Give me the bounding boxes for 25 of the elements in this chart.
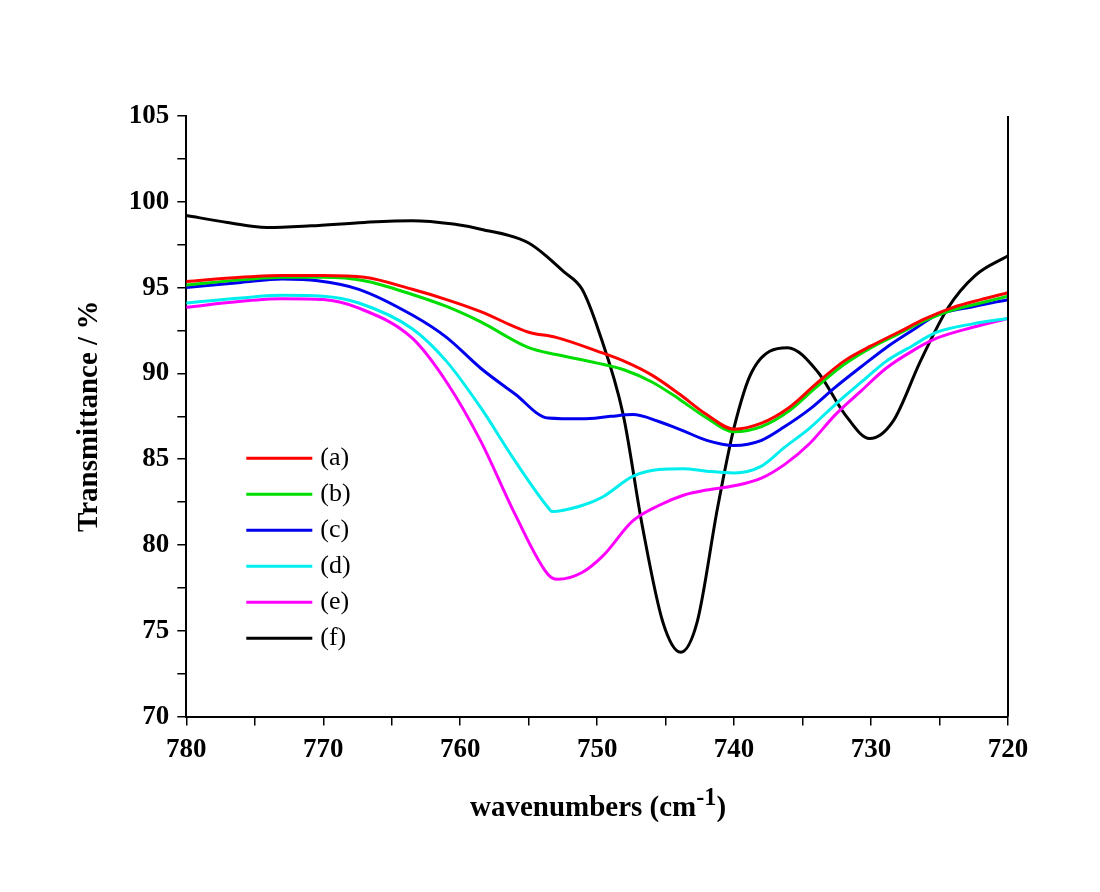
y-axis-title: Transmittance / % (70, 300, 103, 533)
x-tick-label: 740 (713, 732, 755, 763)
legend-label: (b) (320, 478, 351, 508)
y-tick-label: 90 (142, 356, 170, 387)
y-tick-label: 80 (142, 527, 170, 558)
x-tick-label: 750 (576, 732, 618, 763)
y-tick-label: 95 (142, 270, 170, 301)
x-tick-label: 770 (303, 732, 344, 763)
legend-label: (f) (320, 622, 347, 652)
x-tick-label: 760 (439, 732, 481, 763)
legend-label: (a) (320, 442, 350, 472)
y-tick-label: 105 (128, 98, 170, 129)
legend-label: (e) (320, 586, 350, 616)
legend-label: (d) (320, 550, 351, 580)
y-tick-label: 100 (128, 184, 170, 215)
x-tick-label: 730 (850, 732, 892, 763)
x-tick-label: 720 (987, 732, 1029, 763)
line-series (186, 297, 1008, 581)
x-axis-title: wavenumbers (cm$^{-1}$) (468, 783, 728, 823)
y-tick-label: 70 (142, 699, 170, 730)
line-series (186, 293, 1008, 514)
y-tick-label: 75 (142, 613, 170, 644)
y-tick-label: 85 (142, 442, 170, 473)
x-tick-label: 780 (166, 732, 207, 763)
legend-label: (c) (320, 514, 350, 544)
